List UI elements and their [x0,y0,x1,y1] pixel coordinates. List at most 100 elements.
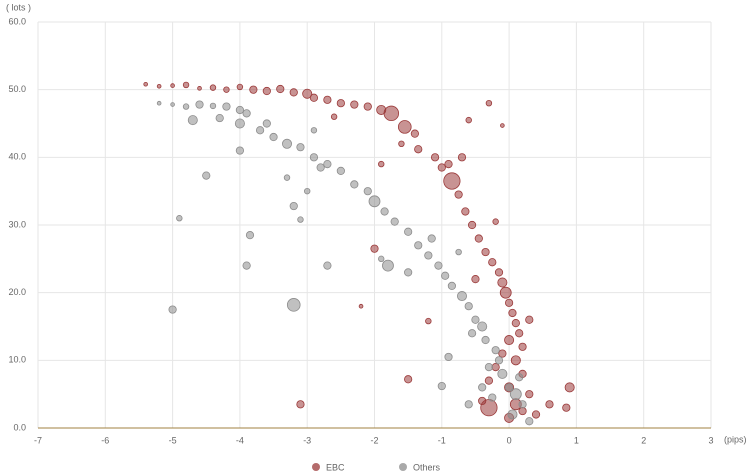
data-point [518,406,527,416]
data-point [497,368,508,379]
data-point [382,259,394,272]
data-point [484,362,494,372]
data-point [368,195,381,208]
data-point [242,109,251,118]
x-tick-label: 3 [708,435,713,445]
data-point [464,302,473,311]
legend-marker [312,463,320,471]
x-tick-label: -3 [303,435,311,445]
data-point [304,187,311,195]
data-point [500,123,505,128]
data-point [323,160,332,169]
data-point [262,119,271,128]
y-tick-label: 30.0 [8,219,26,229]
data-point [197,86,202,91]
data-point [222,102,231,111]
data-point [465,116,472,124]
data-point [430,153,440,162]
data-point [504,335,515,346]
data-point [209,84,217,91]
data-point [235,105,244,115]
data-point [515,373,524,382]
data-point [525,417,534,426]
data-point [467,220,477,230]
x-tick-label: -4 [236,435,244,445]
data-point [378,255,385,263]
data-point [336,99,345,108]
data-point [296,143,305,152]
data-point [564,382,575,393]
data-point [363,102,372,111]
data-point [156,83,162,89]
data-point [531,410,541,419]
data-point [350,180,359,189]
data-point [235,146,244,155]
data-point [477,321,488,332]
data-point [518,342,527,351]
data-point [478,383,487,392]
data-point [297,216,304,223]
data-point [437,163,446,172]
legend-label: Others [413,462,441,472]
data-point [170,102,175,107]
data-point [471,315,480,324]
data-point [383,105,400,122]
data-point [398,140,405,147]
data-point [310,127,318,134]
x-tick-label: 0 [507,435,512,445]
data-point [378,160,385,168]
y-tick-label: 60.0 [8,16,26,26]
data-point [474,234,483,243]
data-point [262,86,271,96]
data-point [447,281,456,290]
data-point [286,298,301,312]
data-point [269,132,278,142]
data-point [289,201,298,211]
data-point [289,88,298,97]
data-point [187,115,198,126]
data-point [404,227,413,236]
data-point [350,100,359,109]
data-point [370,244,379,253]
data-point [156,100,162,106]
data-point [504,298,514,307]
data-point [499,286,512,299]
x-tick-label: -5 [169,435,177,445]
x-tick-label: 2 [641,435,646,445]
data-point [414,241,423,250]
data-point [330,113,338,120]
data-point [504,383,514,392]
data-point [397,120,412,134]
data-point [488,393,497,402]
data-point [437,381,446,391]
data-point [518,400,527,409]
data-point [481,247,490,257]
data-point [508,308,517,318]
data-point [497,277,508,288]
data-point [434,261,443,270]
x-tick-label: -1 [438,435,446,445]
data-point [498,349,507,358]
data-point [249,85,258,94]
data-point [255,126,265,135]
data-point [454,190,463,199]
data-point [245,231,255,240]
data-point [545,400,554,409]
data-point [176,215,183,222]
x-axis-label: (pips) [724,434,747,444]
data-point [358,303,364,309]
data-point [283,174,291,181]
data-point [515,329,524,338]
y-tick-label: 40.0 [8,152,26,162]
data-point [309,93,319,102]
data-point [425,317,432,325]
data-point [484,376,494,385]
data-point [427,234,436,243]
y-tick-label: 10.0 [8,355,26,365]
data-point [461,207,470,216]
data-point [182,103,190,110]
data-point [455,248,462,256]
data-point [296,400,305,409]
data-point [485,99,493,107]
y-axis-label: ( lots ) [6,2,31,12]
